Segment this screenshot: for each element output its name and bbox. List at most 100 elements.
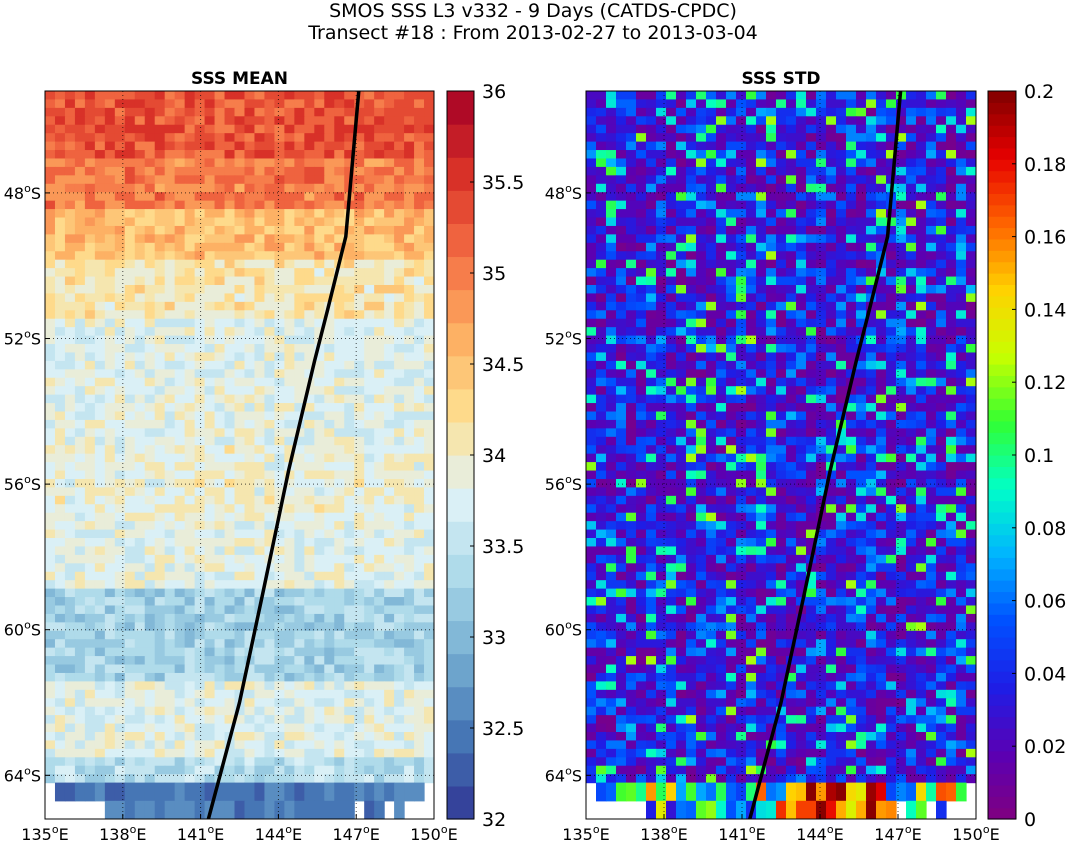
heatmap-cell (586, 150, 597, 160)
heatmap-cell (294, 698, 305, 708)
heatmap-cell (856, 327, 867, 337)
heatmap-cell (244, 242, 256, 252)
heatmap-cell (134, 310, 146, 320)
heatmap-cell (314, 200, 325, 210)
heatmap-cell (776, 369, 787, 379)
heatmap-cell (846, 310, 857, 320)
heatmap-cell (636, 217, 647, 227)
heatmap-cell (45, 301, 56, 311)
heatmap-cell (214, 268, 226, 278)
heatmap-cell (94, 436, 106, 446)
heatmap-cell (194, 757, 206, 767)
heatmap-cell (384, 512, 395, 522)
heatmap-cell (234, 124, 246, 134)
heatmap-cell (274, 588, 285, 598)
heatmap-cell (274, 234, 285, 244)
heatmap-cell (786, 209, 797, 219)
heatmap-cell (866, 150, 877, 160)
heatmap-cell (866, 192, 877, 202)
heatmap-cell (354, 344, 365, 354)
heatmap-cell (304, 293, 315, 303)
heatmap-cell (946, 259, 957, 269)
heatmap-cell (154, 723, 166, 733)
heatmap-cell (726, 133, 737, 143)
heatmap-cell (966, 116, 976, 126)
heatmap-cell (836, 344, 847, 354)
heatmap-cell (666, 91, 677, 101)
heatmap-cell (204, 200, 216, 210)
heatmap-cell (816, 209, 827, 219)
heatmap-cell (144, 765, 156, 775)
heatmap-cell (364, 732, 375, 742)
heatmap-cell (254, 639, 266, 649)
heatmap-cell (204, 504, 216, 514)
heatmap-cell (776, 209, 787, 219)
heatmap-cell (194, 209, 206, 219)
heatmap-cell (154, 622, 166, 632)
heatmap-cell (244, 554, 256, 564)
heatmap-cell (696, 403, 707, 413)
heatmap-cell (204, 377, 216, 387)
heatmap-cell (114, 715, 126, 725)
heatmap-cell (636, 394, 647, 404)
heatmap-cell (896, 360, 907, 370)
heatmap-cell (294, 622, 305, 632)
heatmap-cell (374, 782, 385, 802)
heatmap-cell (796, 268, 807, 278)
heatmap-cell (94, 478, 106, 488)
heatmap-cell (676, 327, 687, 337)
heatmap-cell (94, 310, 106, 320)
heatmap-cell (756, 318, 767, 328)
heatmap-cell (716, 394, 727, 404)
heatmap-cell (596, 158, 607, 168)
heatmap-cell (836, 369, 847, 379)
heatmap-cell (616, 284, 627, 295)
heatmap-cell (676, 166, 687, 176)
heatmap-cell (946, 209, 957, 219)
heatmap-cell (244, 377, 256, 387)
heatmap-cell (414, 310, 425, 320)
heatmap-cell (836, 310, 847, 320)
heatmap-cell (144, 301, 156, 311)
heatmap-cell (134, 150, 146, 160)
heatmap-cell (786, 335, 797, 345)
heatmap-cell (214, 192, 226, 202)
heatmap-cell (134, 209, 146, 219)
heatmap-cell (796, 259, 807, 269)
heatmap-cell (916, 124, 927, 134)
heatmap-cell (736, 394, 747, 404)
heatmap-cell (404, 242, 415, 252)
heatmap-cell (966, 192, 976, 202)
heatmap-cell (626, 327, 637, 337)
heatmap-cell (64, 369, 76, 379)
heatmap-cell (154, 453, 166, 463)
heatmap-cell (596, 217, 607, 227)
heatmap-cell (686, 124, 697, 134)
heatmap-cell (414, 723, 425, 733)
heatmap-cell (54, 352, 66, 362)
heatmap-cell (956, 259, 967, 269)
heatmap-cell (364, 377, 375, 387)
heatmap-cell (114, 276, 126, 286)
heatmap-cell (836, 166, 847, 176)
heatmap-cell (324, 538, 335, 548)
heatmap-cell (104, 116, 116, 126)
heatmap-cell (114, 546, 126, 556)
heatmap-cell (666, 386, 677, 396)
heatmap-cell (244, 352, 256, 362)
heatmap-cell (916, 183, 927, 193)
heatmap-cell (796, 411, 807, 421)
heatmap-cell (304, 107, 315, 117)
heatmap-cell (414, 538, 425, 548)
heatmap-cell (214, 259, 226, 269)
heatmap-cell (194, 99, 206, 109)
heatmap-cell (666, 251, 677, 261)
heatmap-cell (124, 234, 136, 244)
heatmap-cell (54, 597, 66, 607)
heatmap-cell (274, 200, 285, 210)
heatmap-cell (786, 225, 797, 235)
heatmap-cell (84, 251, 96, 261)
heatmap-cell (836, 183, 847, 193)
heatmap-cell (314, 504, 325, 514)
heatmap-cell (374, 284, 385, 295)
